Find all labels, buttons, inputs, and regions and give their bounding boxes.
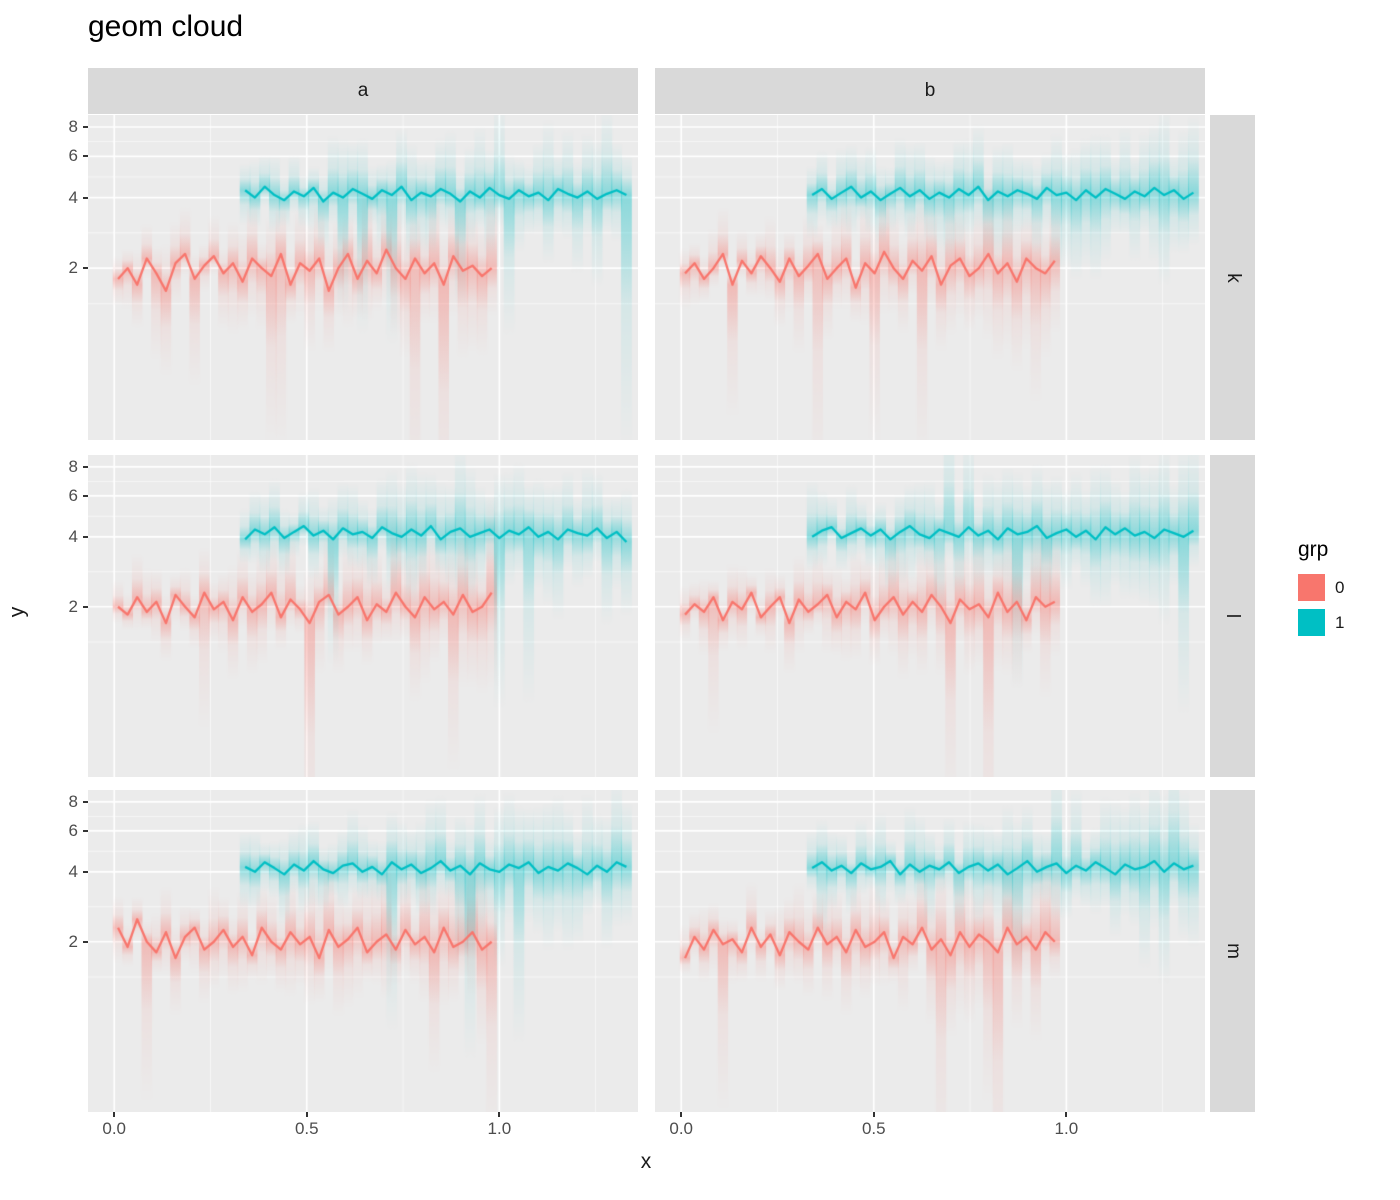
facet-panel-m-a [88, 790, 638, 1112]
y-tick-mark [83, 465, 88, 468]
y-tick-mark [83, 155, 88, 158]
facet-strip-label: m [1222, 943, 1244, 959]
y-tick-mark [83, 267, 88, 270]
facet-strip-label: k [1222, 272, 1244, 283]
y-tick-label: 8 [68, 456, 78, 476]
x-tick-label: 0.0 [102, 1119, 126, 1138]
legend-title: grp [1298, 538, 1329, 561]
y-tick-mark [83, 125, 88, 128]
x-axis-title: x [640, 1150, 652, 1173]
facet-panel-k-a [88, 115, 638, 440]
legend-label: 1 [1335, 612, 1345, 632]
y-tick-mark [83, 870, 88, 873]
facet-strip-col-a: a [88, 68, 638, 114]
x-tick-mark [1065, 1112, 1068, 1117]
y-tick-mark [83, 829, 88, 832]
y-tick-mark [83, 940, 88, 943]
x-tick-label: 1.0 [1054, 1119, 1079, 1138]
chart-title: geom cloud [88, 10, 244, 43]
x-tick-mark [872, 1112, 875, 1117]
x-tick-mark [680, 1112, 683, 1117]
facet-strip-row-l: l [1210, 455, 1255, 777]
facet-strip-col-b: b [655, 68, 1205, 114]
y-tick-label: 4 [68, 187, 78, 207]
legend-entry-0: 0 [1298, 574, 1344, 601]
y-tick-label: 4 [68, 526, 78, 546]
y-tick-label: 8 [68, 116, 78, 136]
facet-panel-m-b [655, 790, 1205, 1112]
facet-strip-row-k: k [1210, 115, 1255, 440]
y-tick-label: 4 [68, 861, 78, 881]
y-tick-label: 6 [68, 146, 78, 166]
y-tick-label: 2 [68, 258, 78, 278]
y-tick-mark [83, 800, 88, 803]
facet-panel-l-b [655, 455, 1205, 777]
y-tick-mark [83, 494, 88, 497]
facet-panel-l-a [88, 455, 638, 777]
x-tick-label: 0.5 [861, 1119, 886, 1138]
facet-strip-label: b [924, 80, 936, 101]
y-tick-mark [83, 535, 88, 538]
legend-entry-1: 1 [1298, 609, 1344, 636]
y-tick-label: 6 [68, 485, 78, 505]
x-tick-label: 0.0 [669, 1119, 693, 1138]
legend-swatch [1298, 609, 1325, 636]
x-tick-label: 1.0 [487, 1119, 512, 1138]
y-tick-label: 2 [68, 931, 78, 951]
x-tick-label: 0.5 [294, 1119, 319, 1138]
x-tick-mark [498, 1112, 501, 1117]
y-tick-label: 6 [68, 820, 78, 840]
facet-strip-row-m: m [1210, 790, 1255, 1112]
y-tick-mark [83, 605, 88, 608]
x-tick-mark [113, 1112, 116, 1117]
y-tick-label: 2 [68, 596, 78, 616]
x-tick-mark [305, 1112, 308, 1117]
legend-swatch [1298, 574, 1325, 601]
facet-strip-label: l [1222, 613, 1244, 619]
facet-panel-k-b [655, 115, 1205, 440]
y-tick-mark [83, 196, 88, 199]
facet-strip-label: a [357, 80, 369, 101]
y-tick-label: 8 [68, 791, 78, 811]
legend-label: 0 [1335, 577, 1345, 597]
